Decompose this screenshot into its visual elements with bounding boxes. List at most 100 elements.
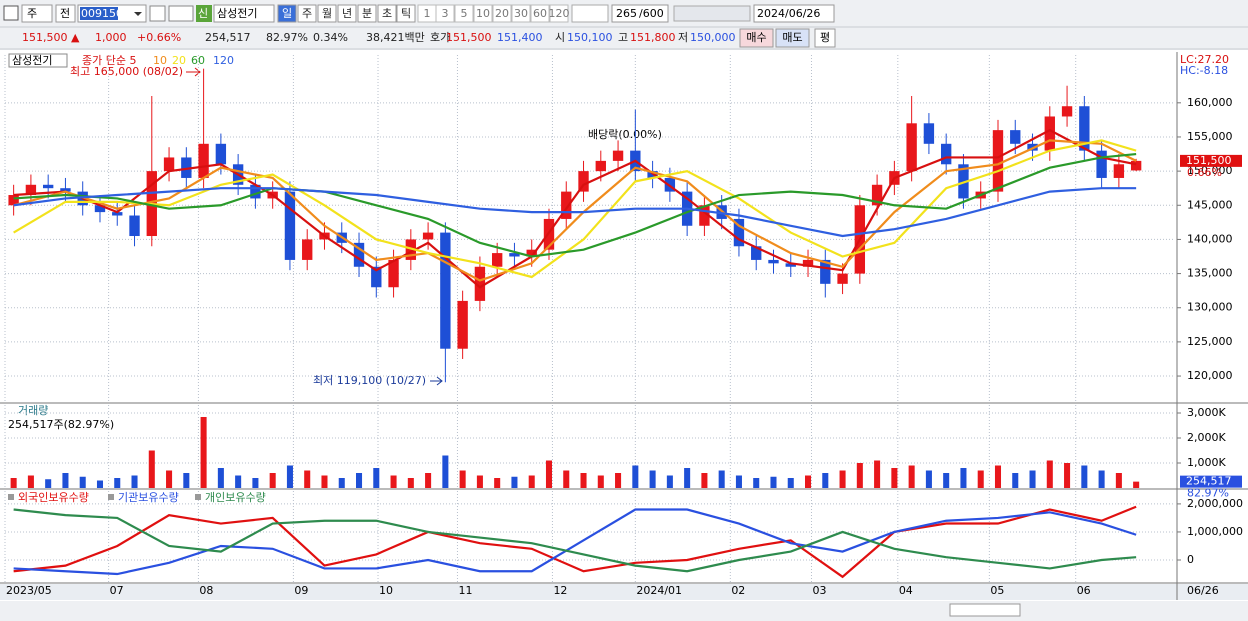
interval-label: 60 (533, 7, 547, 20)
quote-high-label: 고 (618, 31, 628, 44)
candle-body (820, 259, 831, 284)
y-tick-label: 155,000 (1187, 130, 1233, 143)
tool-icons[interactable] (673, 5, 751, 22)
volume-bar (822, 473, 829, 488)
volume-bar (200, 417, 207, 488)
legend-entry: 개인보유수량 (205, 491, 266, 504)
legend-entry: 10 (153, 54, 167, 67)
date-box[interactable] (753, 4, 835, 23)
candle-body (1096, 150, 1107, 178)
volume-bar (1046, 460, 1053, 488)
y-tick-label: 2,000K (1187, 431, 1226, 444)
interval-button[interactable] (454, 4, 474, 23)
candle-body (1061, 106, 1073, 117)
ma-line (13, 187, 1137, 238)
legend-entry: 120 (213, 54, 234, 67)
volume-bar (459, 470, 466, 488)
annotation-low: 최저 119,100 (10/27) (313, 374, 426, 387)
buy-button[interactable] (739, 28, 774, 48)
sell-button[interactable] (775, 28, 810, 48)
quote-change-rate: +0.66% (137, 31, 181, 44)
scroll-thumb[interactable] (949, 603, 1021, 617)
volume-bar (442, 455, 449, 488)
y-tick-label: 145,000 (1187, 198, 1233, 211)
period-label: 월 (322, 7, 332, 20)
volume-bar (891, 468, 898, 488)
blank-select[interactable] (571, 4, 609, 23)
period-button[interactable] (357, 4, 377, 23)
candle-body (595, 160, 606, 172)
interval-button[interactable] (511, 4, 531, 23)
candle-body (353, 242, 365, 267)
name-box (213, 4, 275, 23)
count-box[interactable] (611, 4, 669, 23)
mode-button[interactable] (55, 4, 76, 23)
interval-label: 3 (442, 7, 449, 20)
market-select[interactable] (21, 4, 53, 23)
volume-bar (1029, 470, 1036, 488)
volume-bar (545, 460, 553, 488)
x-tick-label: 08 (199, 584, 213, 597)
stock-name: 삼성전기 (217, 7, 257, 20)
candle-body (440, 232, 451, 349)
code: 009150 (81, 7, 123, 20)
interval-button[interactable] (473, 4, 493, 23)
scrollbar[interactable] (0, 601, 1248, 621)
window-icon[interactable] (3, 5, 19, 21)
dropdown-arrow[interactable] (134, 12, 142, 16)
period-button[interactable] (317, 4, 337, 23)
sound-icon[interactable] (168, 5, 194, 22)
period-label: 초 (382, 7, 392, 20)
chart-bg (0, 50, 1248, 600)
interval-button[interactable] (549, 4, 569, 23)
interval-button[interactable] (435, 4, 455, 23)
interval-button[interactable] (492, 4, 512, 23)
candle-body (802, 259, 814, 267)
volume-ratio: 82.97% (1187, 487, 1229, 500)
period-button[interactable] (377, 4, 397, 23)
price-title: 삼성전기 (12, 54, 52, 67)
quote-turnover: 0.34% (313, 31, 348, 44)
lc-label: LC:27.20 (1180, 53, 1229, 66)
period-button[interactable] (297, 4, 317, 23)
candle-body (578, 171, 589, 192)
avg-button[interactable] (814, 28, 836, 48)
buy-label: 매수 (746, 31, 766, 44)
volume-bar (1064, 463, 1071, 488)
price-flag (1180, 154, 1242, 167)
interval-label: 10 (476, 7, 490, 20)
candle-body (992, 130, 1004, 192)
legend-entry: 20 (172, 54, 186, 67)
annotation-high: 최고 165,000 (08/02) (70, 65, 183, 78)
avg-label: 평 (820, 31, 830, 44)
interval-label: 120 (549, 7, 570, 20)
quote-change: 1,000 (95, 31, 127, 44)
candle-body (561, 191, 572, 219)
period-label: 년 (342, 7, 352, 20)
volume-bar (373, 468, 380, 488)
interval-label: 30 (514, 7, 528, 20)
arrow (186, 67, 201, 77)
volume-bar (1133, 481, 1140, 488)
code-selection (80, 7, 118, 20)
volume-bar (701, 473, 708, 488)
y-tick-label: 1,000,000 (1187, 525, 1243, 538)
interval-button[interactable] (530, 4, 550, 23)
x-tick-label: 02 (731, 584, 745, 597)
period-button[interactable] (396, 4, 416, 23)
sell-label: 매도 (782, 31, 802, 44)
search-icon[interactable] (149, 5, 166, 22)
volume-bar (615, 473, 622, 488)
period-button[interactable] (277, 4, 297, 23)
legend-marker (8, 494, 14, 500)
candle-body (129, 215, 140, 237)
candle-body (163, 157, 175, 172)
volume-bar (1081, 465, 1088, 488)
volume-flag (1180, 475, 1242, 488)
market: 주 (27, 7, 37, 20)
period-button[interactable] (337, 4, 357, 23)
ma-line (13, 152, 1137, 258)
volume-bar (304, 470, 311, 488)
legend-entry: 60 (191, 54, 205, 67)
hc-label: HC:-8.18 (1180, 64, 1228, 77)
